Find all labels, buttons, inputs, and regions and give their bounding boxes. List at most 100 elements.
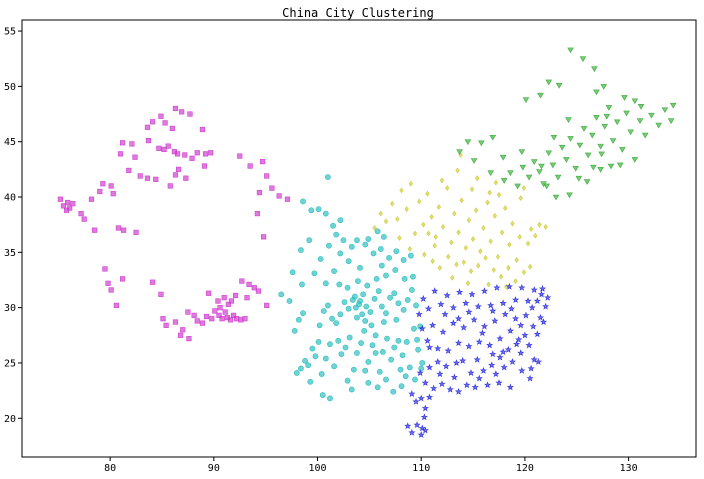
data-point <box>322 280 329 287</box>
data-point <box>182 152 188 158</box>
data-point <box>436 204 442 210</box>
data-point <box>563 157 570 163</box>
data-point <box>150 119 156 125</box>
data-point <box>380 319 387 325</box>
data-point <box>100 181 106 187</box>
data-point <box>421 221 426 228</box>
data-point <box>378 210 383 217</box>
data-point <box>489 134 497 141</box>
data-point <box>476 262 481 269</box>
y-tick-label: 35 <box>4 248 16 259</box>
data-point <box>529 322 537 330</box>
data-point <box>421 379 429 386</box>
data-point <box>533 232 538 239</box>
data-point <box>575 175 583 182</box>
data-point <box>473 355 481 363</box>
data-point <box>362 241 369 248</box>
data-point <box>593 115 600 121</box>
data-point <box>363 303 370 310</box>
data-point <box>485 199 490 206</box>
data-point <box>603 113 611 120</box>
data-point <box>345 305 352 312</box>
data-point <box>521 185 527 192</box>
data-point <box>230 312 237 318</box>
data-point <box>454 261 459 268</box>
data-point <box>655 122 662 129</box>
data-point <box>391 344 398 351</box>
data-point <box>667 118 675 125</box>
data-point <box>439 328 447 336</box>
data-point <box>530 159 538 166</box>
data-point <box>407 246 412 252</box>
data-point <box>461 259 466 266</box>
data-point <box>311 270 318 277</box>
data-point <box>499 299 507 307</box>
data-point <box>172 172 179 178</box>
data-point <box>327 341 333 348</box>
data-point <box>300 310 306 317</box>
data-point <box>350 366 357 373</box>
data-point <box>393 316 400 323</box>
data-point <box>316 322 323 329</box>
data-point <box>417 431 425 438</box>
data-point <box>544 293 552 301</box>
data-point <box>506 264 511 271</box>
data-point <box>256 189 263 196</box>
data-point <box>507 170 514 177</box>
data-point <box>194 318 200 324</box>
data-point <box>410 273 416 280</box>
data-point <box>464 139 472 146</box>
data-point <box>242 316 248 322</box>
data-point <box>117 151 124 157</box>
data-point <box>460 323 468 331</box>
data-point <box>549 162 557 169</box>
data-point <box>538 285 547 292</box>
x-tick-label: 90 <box>208 463 220 474</box>
data-point <box>517 349 525 357</box>
data-point <box>372 332 379 339</box>
data-point <box>419 360 426 366</box>
x-tick-label: 110 <box>412 463 430 474</box>
data-point <box>418 365 425 372</box>
data-point <box>355 278 361 284</box>
data-point <box>600 84 608 90</box>
data-point <box>450 373 458 381</box>
data-point <box>330 222 336 229</box>
data-point <box>129 141 135 147</box>
data-point <box>481 225 486 231</box>
data-point <box>661 107 669 114</box>
data-point <box>407 252 414 259</box>
data-point <box>269 185 275 191</box>
data-point <box>412 230 418 237</box>
data-point <box>158 113 164 119</box>
data-point <box>395 216 400 223</box>
data-point <box>591 66 598 73</box>
data-point <box>422 251 427 258</box>
data-point <box>324 174 331 180</box>
data-point <box>423 337 432 344</box>
data-point <box>444 347 452 354</box>
data-point <box>479 366 488 374</box>
y-tick-label: 30 <box>4 303 16 314</box>
data-point <box>455 288 464 296</box>
data-point <box>440 223 446 230</box>
data-point <box>108 287 114 293</box>
data-point <box>636 118 644 125</box>
data-point <box>338 351 345 358</box>
data-point <box>554 174 562 181</box>
data-point <box>539 318 548 326</box>
data-point <box>254 211 260 217</box>
data-point <box>623 110 630 117</box>
data-point <box>468 268 474 275</box>
data-point <box>162 120 168 126</box>
data-point <box>505 282 513 290</box>
data-point <box>383 218 389 225</box>
data-point <box>511 296 520 303</box>
data-point <box>487 170 495 177</box>
data-point <box>358 340 364 346</box>
data-point <box>456 229 461 236</box>
data-point <box>530 286 538 293</box>
data-point <box>108 183 114 189</box>
data-point <box>525 174 533 181</box>
data-point <box>408 180 414 187</box>
